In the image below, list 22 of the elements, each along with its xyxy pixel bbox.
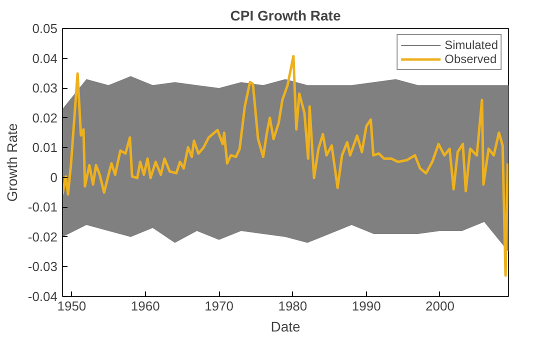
x-tick-label: 1950 <box>57 298 86 314</box>
y-tick-label: -0.04 <box>28 289 58 304</box>
y-tick-label: 0.02 <box>32 110 58 126</box>
legend-label: Simulated <box>444 38 498 52</box>
x-tick-label: 1960 <box>130 298 160 314</box>
y-tick-label: -0.01 <box>28 200 58 215</box>
y-axis-title: Growth Rate <box>4 122 20 202</box>
x-axis-title: Date <box>270 318 300 334</box>
y-tick-label: 0.04 <box>32 50 58 66</box>
line-series <box>62 54 508 277</box>
y-tick-label: 0.03 <box>32 80 58 96</box>
x-tick-label: 2000 <box>426 298 454 314</box>
y-tick-label: 0.05 <box>32 21 58 36</box>
chart-title: CPI Growth Rate <box>230 8 341 24</box>
x-tick-label: 1990 <box>352 298 381 314</box>
y-tick-label: 0.01 <box>32 140 58 156</box>
legend-label: Observed <box>444 52 497 66</box>
y-tick-label: -0.03 <box>28 259 58 274</box>
x-tick-label: 1970 <box>204 298 234 314</box>
y-tick-label: -0.02 <box>28 229 58 244</box>
x-tick-label: 1980 <box>278 298 308 314</box>
y-tick-label: 0 <box>50 170 58 185</box>
